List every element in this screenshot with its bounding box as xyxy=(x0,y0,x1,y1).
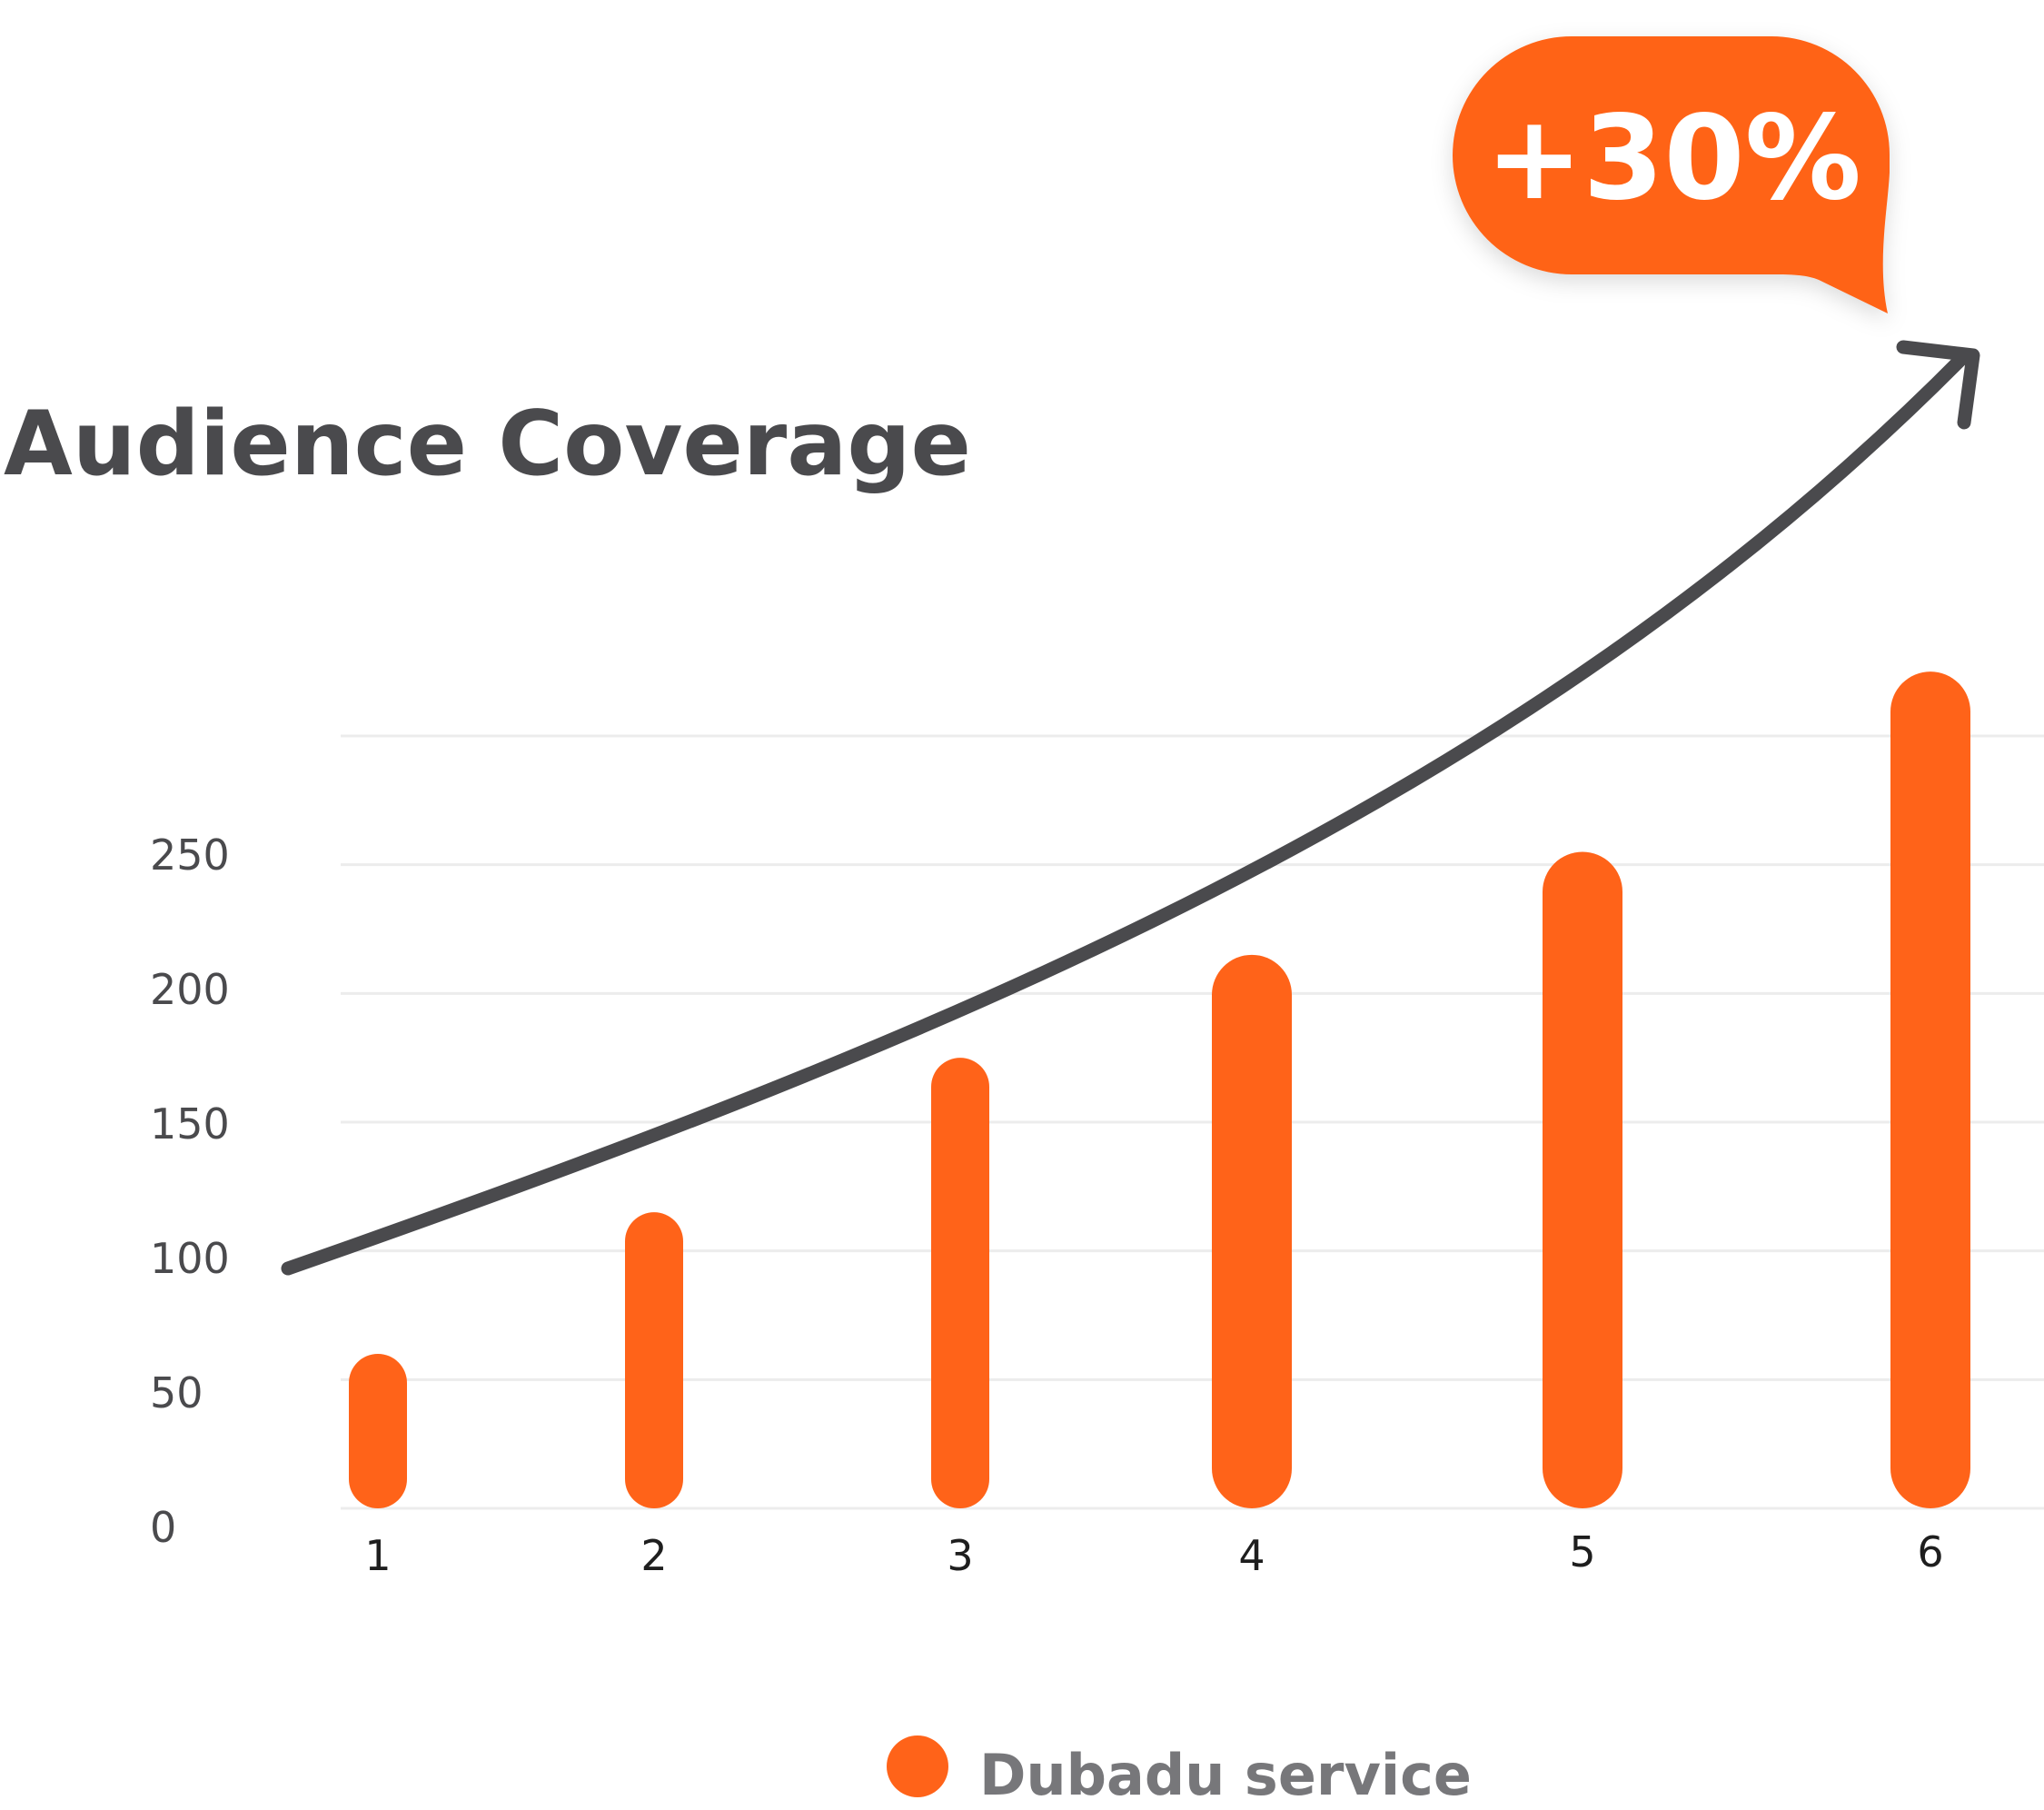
callout-bubble xyxy=(1453,36,1890,313)
x-tick-label: 2 xyxy=(640,1531,667,1580)
y-tick-label: 0 xyxy=(150,1503,176,1552)
bar-5 xyxy=(1543,851,1622,1508)
trend-arrow-head xyxy=(1896,340,1980,430)
x-tick-label: 1 xyxy=(364,1531,391,1580)
y-tick-label: 200 xyxy=(150,965,230,1014)
legend-dot xyxy=(887,1735,948,1797)
grid-lines xyxy=(341,734,2044,1510)
bar-1 xyxy=(349,1354,407,1508)
y-tick-label: 150 xyxy=(150,1099,230,1149)
y-axis-ticks: 0 50 100 150 200 250 xyxy=(150,830,230,1552)
x-tick-label: 6 xyxy=(1917,1527,1943,1576)
bars xyxy=(349,671,1970,1508)
x-tick-label: 4 xyxy=(1238,1531,1265,1580)
x-tick-label: 5 xyxy=(1569,1527,1595,1576)
x-tick-label: 3 xyxy=(947,1531,973,1580)
growth-callout xyxy=(1453,36,1890,313)
bar-4 xyxy=(1212,954,1292,1508)
legend-label: Dubadu service xyxy=(979,1742,1472,1808)
trend-arrow-line xyxy=(281,349,1971,1276)
y-tick-label: 100 xyxy=(150,1234,230,1283)
bar-2 xyxy=(625,1212,683,1508)
bar-3 xyxy=(931,1058,989,1508)
chart-title: Audience Coverage xyxy=(4,393,971,496)
y-tick-label: 250 xyxy=(150,830,230,880)
x-axis-ticks: 1 2 3 4 5 6 xyxy=(364,1527,1943,1580)
bar-6 xyxy=(1890,671,1970,1508)
callout-text: +30% xyxy=(1485,91,1861,226)
y-tick-label: 50 xyxy=(150,1368,203,1417)
